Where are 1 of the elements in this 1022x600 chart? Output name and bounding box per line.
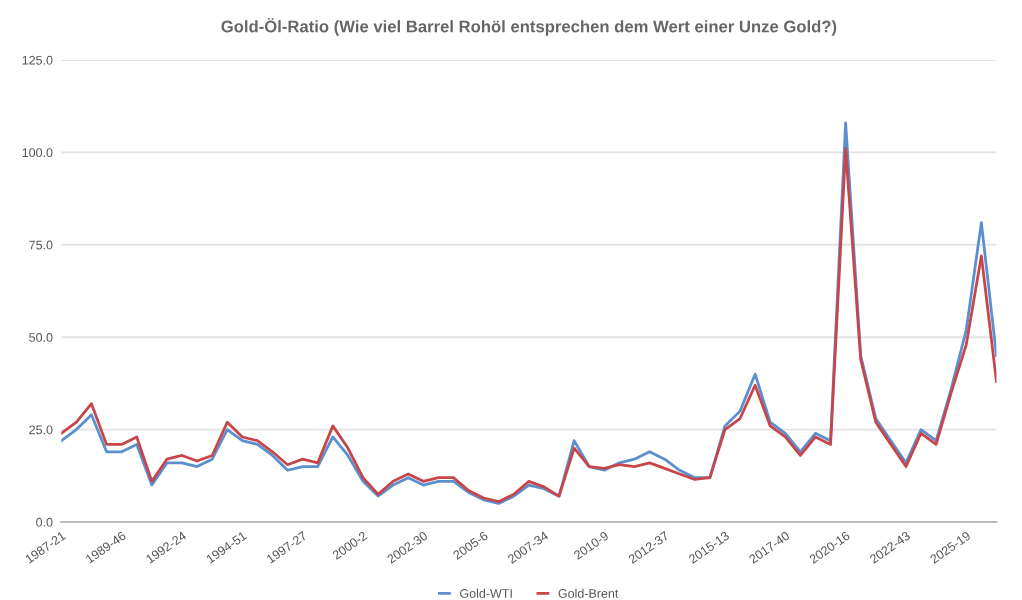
chart-title: Gold-Öl-Ratio (Wie viel Barrel Rohöl entsprechen dem Wert einer Unze Gold?) — [221, 17, 837, 36]
